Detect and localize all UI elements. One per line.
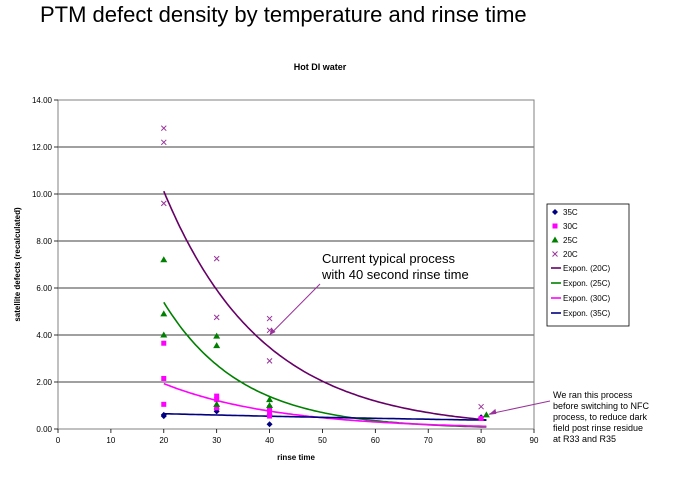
y-tick-label: 8.00 bbox=[36, 237, 52, 246]
data-point bbox=[213, 400, 221, 407]
x-tick-label: 40 bbox=[265, 436, 274, 445]
x-tick-label: 30 bbox=[212, 436, 221, 445]
data-point bbox=[482, 411, 490, 418]
annotation-arrow bbox=[489, 400, 551, 415]
data-point bbox=[161, 340, 167, 346]
data-point bbox=[160, 139, 167, 146]
x-tick-label: 20 bbox=[159, 436, 168, 445]
chart-title: Hot DI water bbox=[294, 62, 347, 72]
annotation-arrow bbox=[269, 283, 321, 336]
x-tick-label: 70 bbox=[424, 436, 433, 445]
trendline bbox=[163, 412, 487, 421]
annotation-text: Current typical process bbox=[322, 251, 455, 266]
legend-marker bbox=[551, 236, 559, 243]
legend-label: Expon. (25C) bbox=[563, 279, 610, 288]
data-point bbox=[266, 315, 273, 322]
data-point bbox=[161, 375, 167, 381]
x-tick-label: 10 bbox=[106, 436, 115, 445]
annotation-text: with 40 second rinse time bbox=[321, 267, 469, 282]
annotation-text: field post rinse residue bbox=[553, 423, 643, 433]
data-point bbox=[160, 310, 168, 317]
data-point bbox=[266, 421, 273, 428]
data-point bbox=[160, 411, 167, 418]
annotation-arrowhead bbox=[269, 328, 276, 335]
legend-label: Expon. (20C) bbox=[563, 264, 610, 273]
y-tick-label: 12.00 bbox=[32, 143, 53, 152]
data-point bbox=[214, 397, 220, 403]
legend-marker bbox=[552, 251, 558, 257]
data-point bbox=[160, 256, 168, 263]
data-point bbox=[478, 403, 484, 410]
x-tick-label: 90 bbox=[530, 436, 539, 445]
x-tick-label: 0 bbox=[56, 436, 61, 445]
data-point bbox=[266, 357, 273, 364]
annotation-text: before switching to NFC bbox=[553, 401, 650, 411]
legend-label: 30C bbox=[563, 222, 578, 231]
legend-label: Expon. (35C) bbox=[563, 309, 610, 318]
y-tick-label: 0.00 bbox=[36, 425, 52, 434]
x-axis-label: rinse time bbox=[277, 453, 315, 462]
annotation-text: process, to reduce dark bbox=[553, 412, 648, 422]
data-point bbox=[266, 396, 274, 403]
legend-box bbox=[546, 203, 630, 327]
data-point bbox=[213, 332, 221, 339]
data-point bbox=[161, 401, 167, 407]
legend-label: 35C bbox=[563, 208, 578, 217]
y-axis-label: satellite defects (recalculated) bbox=[13, 207, 22, 322]
x-tick-label: 80 bbox=[477, 436, 486, 445]
x-tick-label: 60 bbox=[371, 436, 380, 445]
data-point bbox=[266, 402, 274, 408]
data-point bbox=[160, 125, 167, 132]
trendline bbox=[163, 301, 487, 428]
annotation-arrowhead bbox=[488, 408, 497, 415]
data-point bbox=[160, 200, 167, 207]
legend-label: 20C bbox=[563, 250, 578, 259]
data-point bbox=[214, 405, 220, 411]
data-point bbox=[213, 255, 220, 262]
plot-frame bbox=[57, 99, 535, 430]
annotation-text: at R33 and R35 bbox=[553, 434, 616, 444]
slide-title: PTM defect density by temperature and ri… bbox=[40, 2, 527, 27]
y-tick-label: 6.00 bbox=[36, 284, 52, 293]
trendline bbox=[163, 190, 487, 421]
data-point bbox=[214, 393, 220, 399]
legend-label: Expon. (30C) bbox=[563, 294, 610, 303]
y-tick-label: 14.00 bbox=[32, 96, 53, 105]
legend-marker bbox=[552, 223, 558, 229]
data-point bbox=[213, 342, 221, 349]
data-point bbox=[160, 331, 168, 338]
data-point bbox=[213, 314, 220, 321]
legend-label: 25C bbox=[563, 236, 578, 245]
y-tick-label: 10.00 bbox=[32, 190, 53, 199]
data-point bbox=[478, 415, 484, 421]
data-point bbox=[267, 413, 273, 419]
legend-marker bbox=[552, 209, 558, 215]
y-tick-label: 2.00 bbox=[36, 378, 52, 387]
y-tick-label: 4.00 bbox=[36, 331, 52, 340]
x-tick-label: 50 bbox=[318, 436, 327, 445]
annotation-text: We ran this process bbox=[553, 390, 633, 400]
data-point bbox=[267, 408, 273, 414]
